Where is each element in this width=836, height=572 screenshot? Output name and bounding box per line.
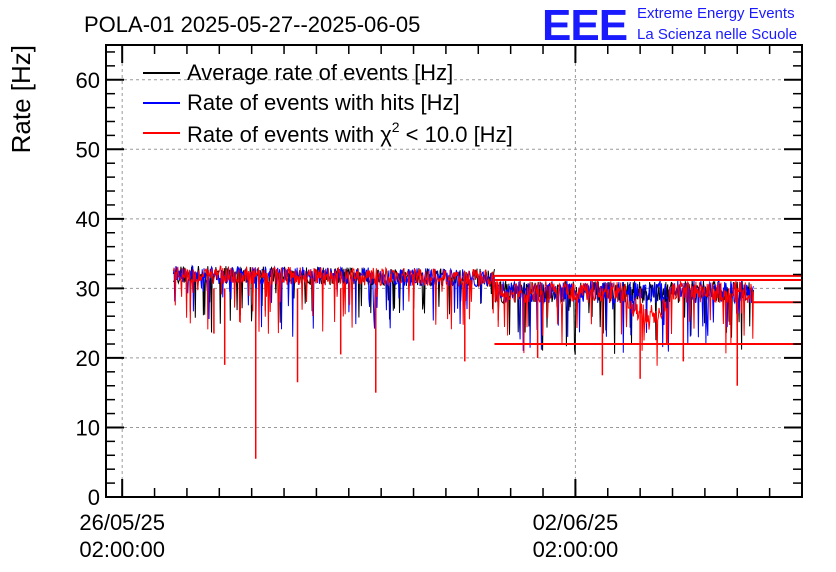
y-tick-label-30: 30 <box>76 276 100 301</box>
legend: Average rate of events [Hz] Rate of even… <box>143 60 513 147</box>
chart-title: POLA-01 2025-05-27--2025-06-05 <box>84 12 420 37</box>
legend-label-chi2: Rate of events with χ2 < 10.0 [Hz] <box>187 119 513 147</box>
y-tick-label-40: 40 <box>76 207 100 232</box>
y-tick-label-50: 50 <box>76 137 100 162</box>
y-tick-label-0: 0 <box>88 485 100 510</box>
x-tick-label-time-0: 02:00:00 <box>79 537 165 562</box>
x-tick-label-date-0: 26/05/25 <box>79 510 165 535</box>
legend-label-hits: Rate of events with hits [Hz] <box>187 90 460 115</box>
x-tick-label-date-1: 02/06/25 <box>533 510 619 535</box>
x-tick-label-time-1: 02:00:00 <box>533 537 619 562</box>
y-tick-label-20: 20 <box>76 346 100 371</box>
y-axis-title: Rate [Hz] <box>6 45 36 153</box>
axes: 010203040506026/05/2502:00:0002/06/2502:… <box>76 44 803 562</box>
legend-chi2-sup: 2 <box>392 119 400 135</box>
logo-line-2: La Scienza nelle Scuole <box>637 26 797 43</box>
logo-line-1: Extreme Energy Events <box>637 5 795 22</box>
series-trace-2 <box>172 265 754 366</box>
eee-logo: EEE Extreme Energy Events La Scienza nel… <box>542 1 797 50</box>
legend-label-average: Average rate of events [Hz] <box>187 60 453 85</box>
y-tick-label-60: 60 <box>76 68 100 93</box>
plot-frame <box>105 44 803 498</box>
legend-chi2-tail: < 10.0 [Hz] <box>400 122 513 147</box>
legend-chi2-main: Rate of events with χ <box>187 122 392 147</box>
series-lines <box>172 264 802 459</box>
logo-mark: EEE <box>542 1 627 50</box>
y-tick-label-10: 10 <box>76 415 100 440</box>
